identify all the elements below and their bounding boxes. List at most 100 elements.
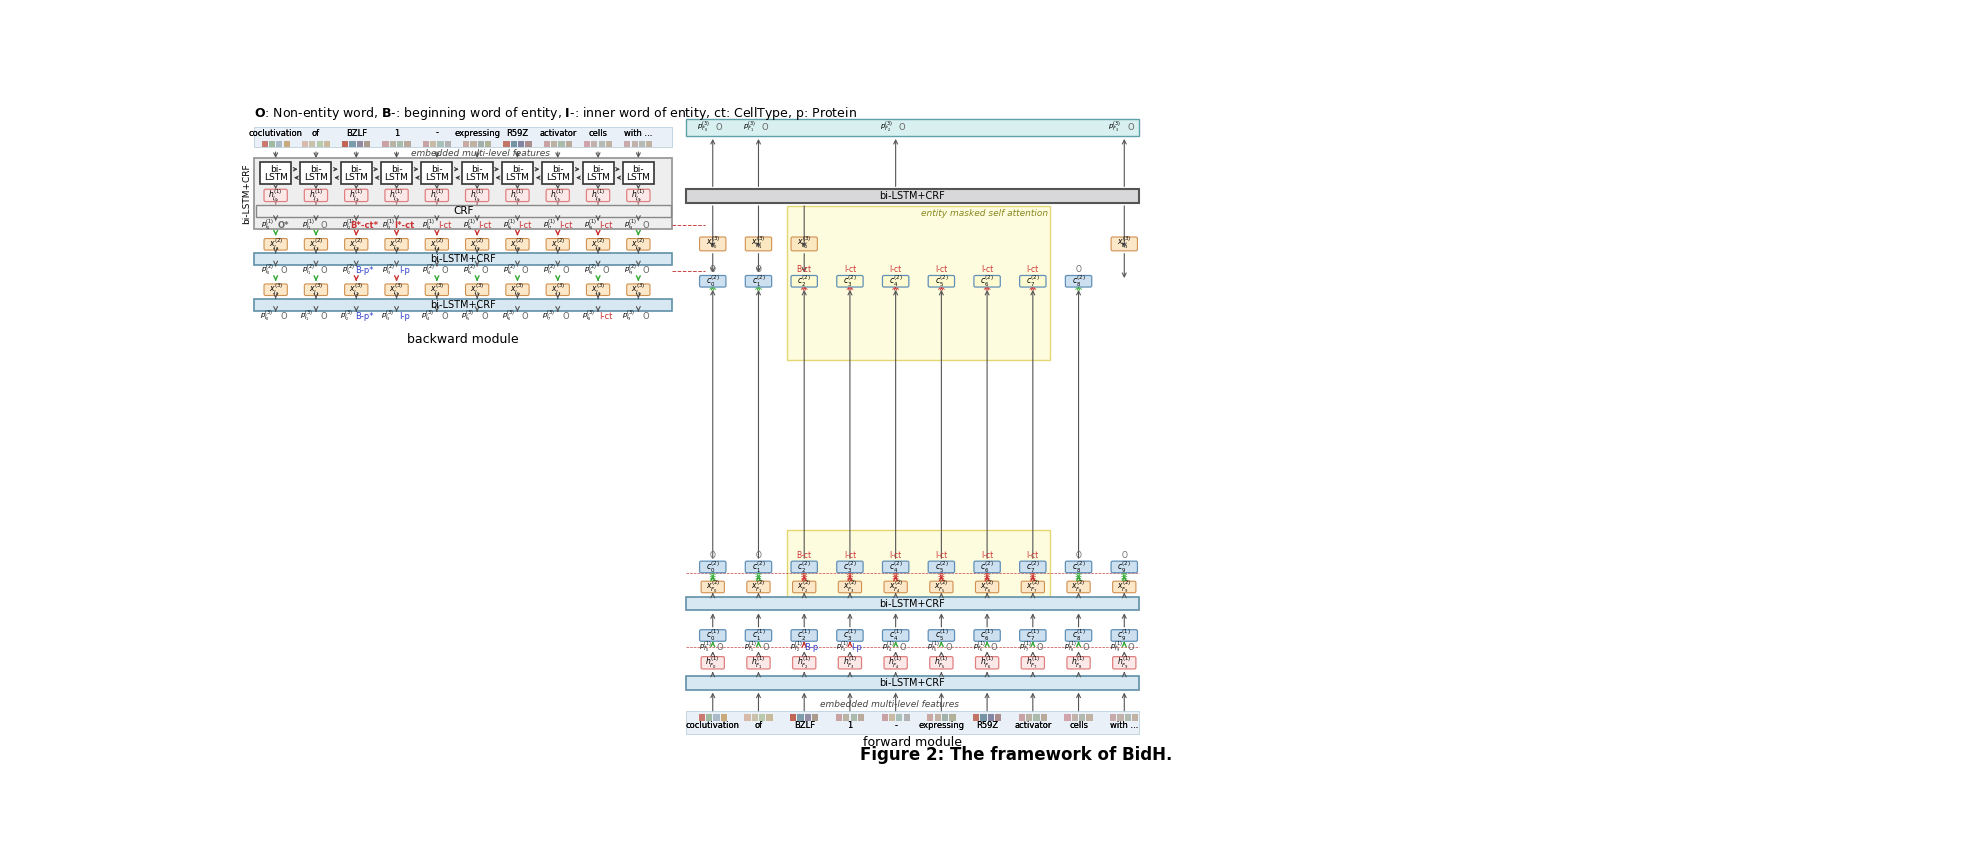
FancyBboxPatch shape xyxy=(345,239,369,250)
FancyBboxPatch shape xyxy=(345,284,369,296)
Text: I-ct: I-ct xyxy=(844,550,856,560)
Text: -: - xyxy=(436,129,438,137)
FancyBboxPatch shape xyxy=(466,189,490,202)
Bar xyxy=(686,189,1140,203)
Bar xyxy=(559,141,565,147)
Bar xyxy=(383,141,388,147)
Bar xyxy=(422,141,428,147)
Text: of: of xyxy=(311,129,319,137)
Text: $p^{(2)}_{I_1}$: $p^{(2)}_{I_1}$ xyxy=(301,263,315,279)
Bar xyxy=(858,714,864,721)
Text: $p^{(3)}_{I_6}$: $p^{(3)}_{I_6}$ xyxy=(501,308,515,324)
Bar xyxy=(343,141,349,147)
FancyBboxPatch shape xyxy=(975,581,999,593)
Text: $h^{(1)}_{F_6}$: $h^{(1)}_{F_6}$ xyxy=(979,654,995,671)
Text: O: O xyxy=(442,312,448,321)
FancyBboxPatch shape xyxy=(1112,561,1138,573)
Text: $x^{(2)}_{I_5}$: $x^{(2)}_{I_5}$ xyxy=(470,236,484,252)
Bar xyxy=(260,162,291,184)
Bar xyxy=(462,162,494,184)
FancyBboxPatch shape xyxy=(975,657,999,669)
Bar xyxy=(1078,714,1086,721)
Bar xyxy=(478,141,484,147)
Text: $x^{(2)}_{F_8}$: $x^{(2)}_{F_8}$ xyxy=(1072,579,1086,596)
Bar xyxy=(721,714,727,721)
Text: $p^{(1)}_{F_4}$: $p^{(1)}_{F_4}$ xyxy=(882,640,894,655)
Bar xyxy=(1126,714,1132,721)
Bar xyxy=(383,141,388,147)
Bar xyxy=(565,141,573,147)
Text: $x^{(3)}_{I_5}$: $x^{(3)}_{I_5}$ xyxy=(470,281,484,298)
Bar xyxy=(941,714,947,721)
Bar xyxy=(767,714,773,721)
Text: coclutivation: coclutivation xyxy=(686,722,739,730)
FancyBboxPatch shape xyxy=(305,189,327,202)
Text: I-p: I-p xyxy=(852,643,862,652)
Text: R59Z: R59Z xyxy=(975,722,999,730)
Text: expressing: expressing xyxy=(454,129,499,137)
Bar xyxy=(842,714,850,721)
Bar xyxy=(551,141,557,147)
Text: $x^{(2)}_{I_8}$: $x^{(2)}_{I_8}$ xyxy=(591,236,605,252)
Bar xyxy=(987,714,993,721)
Bar xyxy=(1027,714,1033,721)
Text: O: O xyxy=(279,267,287,275)
Bar xyxy=(396,141,402,147)
Text: BZLF: BZLF xyxy=(345,129,367,137)
FancyBboxPatch shape xyxy=(426,189,448,202)
FancyBboxPatch shape xyxy=(1112,237,1138,250)
Bar xyxy=(904,714,910,721)
Text: bi-LSTM+CRF: bi-LSTM+CRF xyxy=(880,598,945,608)
Bar xyxy=(275,141,281,147)
Bar xyxy=(349,141,355,147)
Bar xyxy=(343,141,349,147)
Text: 1: 1 xyxy=(846,722,852,730)
Text: $c^{(1)}_4$: $c^{(1)}_4$ xyxy=(888,628,902,643)
Bar xyxy=(624,141,630,147)
Text: with ...: with ... xyxy=(1110,722,1138,730)
Text: activator: activator xyxy=(1015,722,1052,730)
Bar xyxy=(543,141,549,147)
Text: $h^{(1)}_{F_8}$: $h^{(1)}_{F_8}$ xyxy=(1070,654,1086,671)
Text: I-ct: I-ct xyxy=(981,265,993,273)
Text: O: O xyxy=(900,643,906,652)
FancyBboxPatch shape xyxy=(793,657,817,669)
Bar xyxy=(301,141,307,147)
Bar xyxy=(430,141,436,147)
Text: activator: activator xyxy=(1015,722,1052,730)
Bar xyxy=(638,141,644,147)
Bar xyxy=(842,714,850,721)
Text: bi-: bi- xyxy=(351,164,363,174)
FancyBboxPatch shape xyxy=(1112,581,1136,593)
FancyBboxPatch shape xyxy=(587,189,610,202)
Text: -: - xyxy=(894,722,898,730)
Text: $c^{(2)}_0$: $c^{(2)}_0$ xyxy=(706,559,719,574)
Bar xyxy=(444,141,452,147)
Bar xyxy=(606,141,612,147)
Text: $\mathbf{O}$: Non-entity word, $\mathbf{B}$-: beginning word of entity, $\mathbf: $\mathbf{O}$: Non-entity word, $\mathbf{… xyxy=(254,106,856,123)
Text: coclutivation: coclutivation xyxy=(686,722,739,730)
Bar xyxy=(270,141,275,147)
Text: $c^{(1)}_5$: $c^{(1)}_5$ xyxy=(936,628,947,643)
Bar xyxy=(422,162,452,184)
Bar xyxy=(686,596,1140,610)
Text: 1: 1 xyxy=(394,129,398,137)
FancyBboxPatch shape xyxy=(305,239,327,250)
Text: I-ct: I-ct xyxy=(890,550,902,560)
Bar xyxy=(309,141,315,147)
Text: $c^{(2)}_1$: $c^{(2)}_1$ xyxy=(751,273,765,289)
Bar xyxy=(698,714,706,721)
Text: $c^{(2)}_5$: $c^{(2)}_5$ xyxy=(936,273,947,289)
Text: $p^{(1)}_{I_0}$: $p^{(1)}_{I_0}$ xyxy=(262,218,275,233)
FancyBboxPatch shape xyxy=(791,630,817,642)
Text: $p^{(3)}_{I_4}$: $p^{(3)}_{I_4}$ xyxy=(420,308,434,324)
Bar xyxy=(1118,714,1124,721)
FancyBboxPatch shape xyxy=(928,630,955,642)
Text: O: O xyxy=(642,312,650,321)
Text: B-p*: B-p* xyxy=(355,267,373,275)
Text: $c^{(2)}_9$: $c^{(2)}_9$ xyxy=(1118,559,1132,574)
Text: $x^{(3)}_{I_7}$: $x^{(3)}_{I_7}$ xyxy=(551,281,565,298)
Bar xyxy=(283,141,289,147)
Bar xyxy=(721,714,727,721)
Bar xyxy=(632,141,638,147)
